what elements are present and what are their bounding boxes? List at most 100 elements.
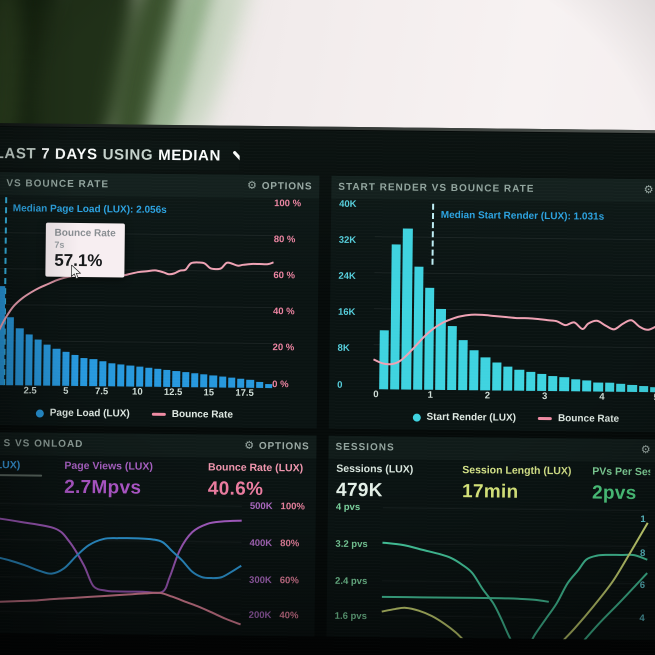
y-axis-dual: 500K 100% 400K 80% 300K 60% 200K 40% — [240, 500, 316, 642]
stats-row: (LUX) Page Views (LUX) 2.7Mpvs Bounce Ra… — [0, 455, 316, 500]
tooltip-x-value: 7s — [54, 239, 65, 250]
y-tick-label: 80 % — [273, 234, 296, 246]
chart-legend: Start Render (LUX) Bounce Rate — [373, 404, 655, 432]
y-tick-label: 60 % — [273, 270, 296, 282]
date-range-word: LAST — [0, 145, 37, 163]
stats-row: Sessions (LUX) 479K Session Length (LUX)… — [328, 459, 655, 505]
line-pvs-rising — [577, 572, 647, 645]
options-label: OPTIONS — [258, 440, 310, 453]
stat-label: Page Views (LUX) — [64, 459, 153, 473]
legend-item[interactable]: Bounce Rate — [151, 408, 233, 421]
legend-dot-icon — [412, 413, 421, 422]
legend-item[interactable]: Page Load (LUX) — [35, 407, 130, 420]
options-button[interactable]: ⚙ — [640, 444, 652, 457]
options-label: OPTIONS — [261, 180, 313, 193]
date-range-label: LAST 7 DAYS USING MEDIAN — [0, 145, 240, 165]
gear-icon: ⚙ — [640, 444, 652, 457]
y-tick-pageviews: 300K — [249, 574, 272, 586]
legend-item[interactable]: Bounce Rate — [537, 413, 619, 425]
panel-header: VS BOUNCE RATE ⚙ OPTIONS — [0, 172, 320, 199]
date-range-word: USING — [102, 146, 154, 164]
y-tick-label: 0 % — [272, 378, 289, 390]
legend-label: Start Render (LUX) — [426, 411, 517, 424]
chart-legend: Page Load (LUX) Bounce Rate — [0, 400, 272, 428]
y-tick-dual-label: 300K 60% — [249, 575, 299, 587]
y-tick-dual-label: 500K 100% — [250, 501, 305, 513]
options-button[interactable]: ⚙ OPTIONS — [244, 439, 310, 453]
stat-page-views: Page Views (LUX) 2.7Mpvs — [64, 460, 178, 499]
gear-icon: ⚙ — [244, 439, 255, 452]
stat-session-length: Session Length (LUX) 17min — [461, 464, 585, 503]
y-tick-label: 2.4 pvs — [335, 575, 368, 587]
line-series — [0, 195, 274, 388]
y-tick-label: 32K — [338, 234, 357, 247]
options-button[interactable]: ⚙ — [643, 184, 655, 197]
stat-value: 2pvs — [591, 482, 637, 505]
dashboard: LAST 7 DAYS USING MEDIAN VS BOUNCE RATE … — [0, 126, 655, 655]
x-axis: 012345 — [373, 389, 655, 407]
panel-start-render-vs-bounce-rate: START RENDER VS BOUNCE RATE ⚙ 40K 32K 24K 1… — [328, 175, 655, 433]
stat-underline — [592, 480, 651, 482]
y-tick-dual-label: 400K 80% — [249, 538, 299, 550]
y-tick-label: 100 % — [274, 198, 302, 210]
start-render-histogram: Median Start Render (LUX): 1.031s — [373, 199, 655, 393]
onload-line-chart — [0, 497, 242, 641]
panel-title: START RENDER VS BOUNCE RATE — [338, 181, 535, 195]
x-tick-label: 0 — [373, 389, 379, 401]
stat-label: Bounce Rate (LUX) — [208, 461, 304, 475]
stat-label: Session Length (LUX) — [462, 464, 572, 478]
stat-underline — [207, 476, 309, 478]
stat-label: (LUX) — [0, 459, 21, 472]
y-tick-dual-label: 200K 40% — [249, 610, 299, 622]
y-tick-label: 4 pvs — [335, 502, 361, 514]
stat-value: 17min — [461, 481, 519, 503]
stat-value: 479K — [335, 479, 383, 502]
date-range-metric: MEDIAN — [158, 146, 222, 165]
legend-line-icon — [151, 412, 166, 416]
stat-underline — [0, 474, 43, 477]
line-pvs-flat — [382, 597, 549, 602]
monitor-screen: LAST 7 DAYS USING MEDIAN VS BOUNCE RATE … — [0, 123, 655, 655]
stat-value: 2.7Mpvs — [64, 476, 142, 499]
y-tick-label-clipped: 4 — [639, 612, 645, 624]
y-tick-percent: 100% — [280, 501, 305, 513]
y-tick-label: 8K — [337, 343, 350, 355]
chart-tooltip: Bounce Rate 7s 57.1% — [45, 222, 125, 278]
y-tick-label: 40K — [339, 198, 357, 210]
gear-icon: ⚙ — [643, 184, 655, 197]
x-tick-label: 15 — [203, 387, 215, 399]
stat-label: Sessions (LUX) — [336, 462, 414, 476]
line-bounce-rate — [0, 259, 274, 336]
gear-icon: ⚙ — [246, 179, 258, 192]
legend-label: Bounce Rate — [171, 408, 233, 421]
panel-header: S VS ONLOAD ⚙ OPTIONS — [0, 432, 317, 459]
legend-dot-icon — [35, 409, 44, 418]
panel-page-load-vs-bounce-rate: VS BOUNCE RATE ⚙ OPTIONS Median Page Loa… — [0, 172, 320, 429]
date-range-selector[interactable]: LAST 7 DAYS USING MEDIAN — [0, 139, 240, 171]
stat-value — [0, 478, 42, 479]
chevron-down-icon — [233, 150, 240, 163]
panel-title: SESSIONS — [335, 441, 395, 454]
legend-item[interactable]: Start Render (LUX) — [412, 412, 516, 424]
x-tick-label: 10 — [131, 386, 143, 398]
page-load-histogram: Median Page Load (LUX): 2.056s Bounce Ra… — [0, 195, 274, 389]
y-tick-label: 20 % — [272, 342, 295, 354]
y-tick-label: 24K — [338, 270, 356, 283]
options-button[interactable]: ⚙ OPTIONS — [246, 179, 313, 193]
stat-value: 40.6% — [207, 478, 264, 500]
mouse-cursor-icon — [70, 264, 81, 285]
x-axis: 2.5 5 7.5 10 12.5 15 17.5 — [0, 385, 272, 403]
x-tick-label: 17.5 — [235, 387, 254, 399]
y-axis-sessions-count: 40K 32K 24K 16K 8K 0 — [329, 198, 375, 391]
x-tick-label: 2 — [484, 390, 491, 402]
stat-clipped-lux: (LUX) — [0, 459, 43, 498]
x-tick-label: 5 — [63, 385, 69, 397]
line-pvs-u-curve — [381, 543, 647, 646]
panel-vs-onload: S VS ONLOAD ⚙ OPTIONS (LUX) Page Views (… — [0, 432, 317, 642]
line-onload-lux- — [0, 537, 242, 579]
y-tick-percent: 40% — [279, 610, 299, 622]
y-tick-label-clipped: 6 — [639, 580, 646, 592]
panel-title: S VS ONLOAD — [3, 438, 84, 451]
legend-label: Page Load (LUX) — [49, 407, 130, 420]
